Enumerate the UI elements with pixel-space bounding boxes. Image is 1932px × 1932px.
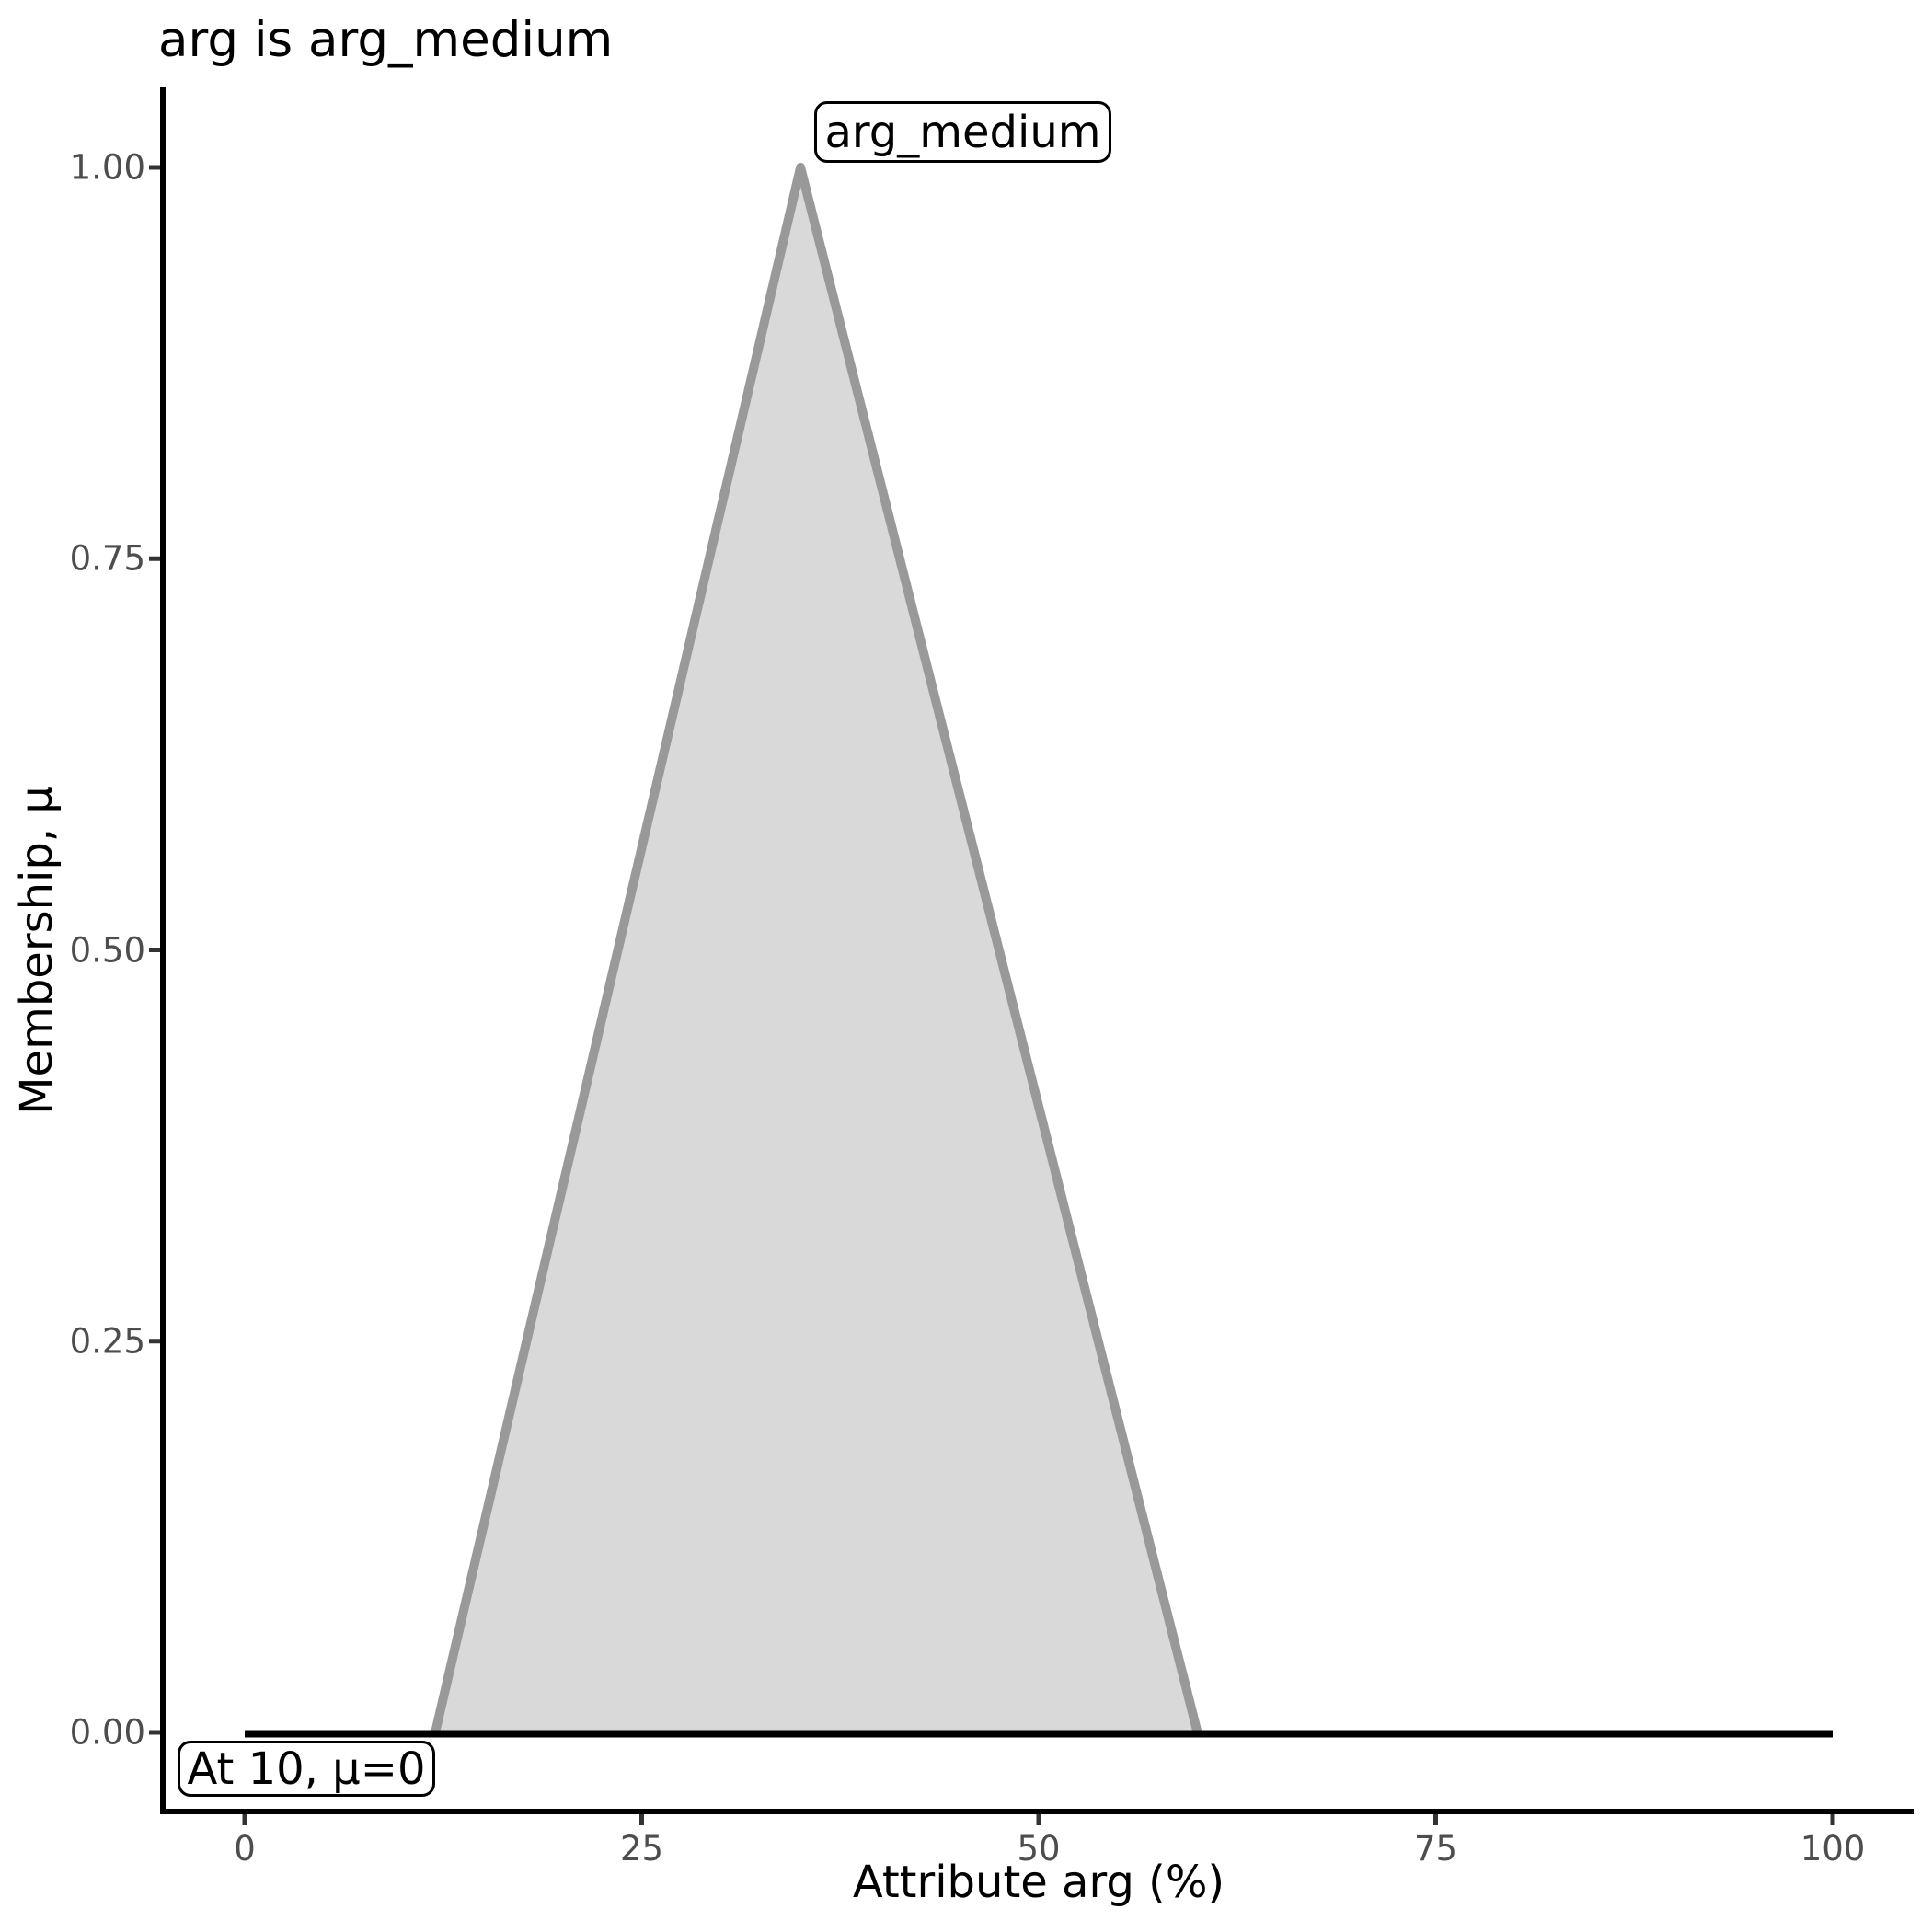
- membership-triangle-outline: [431, 163, 1202, 1734]
- set-name-label-text: arg_medium: [824, 106, 1101, 158]
- x-tick-label: 75: [1413, 1829, 1458, 1869]
- y-tick-label: 0.75: [69, 538, 145, 579]
- x-tick-label: 100: [1800, 1829, 1866, 1869]
- set-name-label-box: arg_medium: [814, 101, 1111, 163]
- evaluation-annotation-box: At 10, μ=0: [178, 1741, 435, 1797]
- y-tick-label: 0.25: [69, 1321, 145, 1362]
- chart-title: arg is arg_medium: [158, 12, 614, 68]
- evaluation-annotation-text: At 10, μ=0: [187, 1742, 426, 1795]
- x-tick-label: 50: [1017, 1829, 1061, 1869]
- membership-triangle-fill: [435, 167, 1198, 1732]
- y-tick-label: 1.00: [69, 147, 145, 188]
- axis-tick-marks: [149, 165, 1835, 1825]
- x-tick-label: 0: [234, 1829, 256, 1869]
- membership-function-series: [431, 163, 1202, 1734]
- y-tick-label: 0.50: [69, 930, 145, 970]
- y-tick-label: 0.00: [69, 1712, 145, 1753]
- x-axis-label: Attribute arg (%): [852, 1857, 1225, 1908]
- x-tick-label: 25: [619, 1829, 664, 1869]
- y-axis-label: Membership, μ: [11, 786, 63, 1115]
